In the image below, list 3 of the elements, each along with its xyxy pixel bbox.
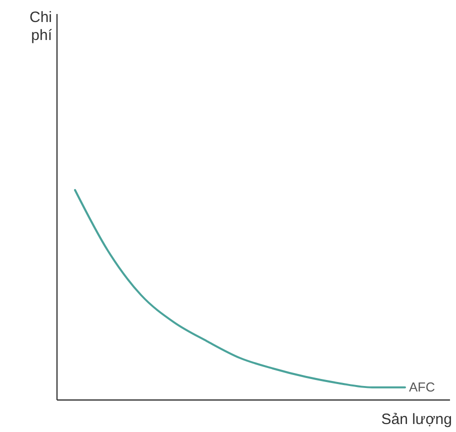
text: Chi phí [29,9,53,44]
series-label: AFC [409,379,435,394]
x-axis-title: Sản lượng [381,411,452,428]
